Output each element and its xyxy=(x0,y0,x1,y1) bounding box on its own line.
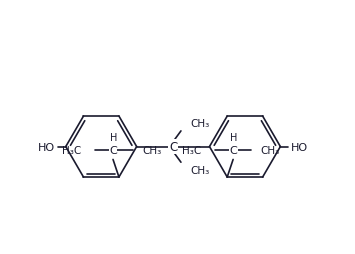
Text: HO: HO xyxy=(38,142,55,152)
Text: C: C xyxy=(229,145,237,155)
Text: H: H xyxy=(110,132,118,142)
Text: C: C xyxy=(109,145,117,155)
Text: CH₃: CH₃ xyxy=(261,145,280,155)
Text: H₃C: H₃C xyxy=(62,145,82,155)
Text: H₃C: H₃C xyxy=(182,145,202,155)
Text: C: C xyxy=(169,140,177,153)
Text: H: H xyxy=(230,132,238,142)
Text: CH₃: CH₃ xyxy=(191,119,210,129)
Text: CH₃: CH₃ xyxy=(143,145,162,155)
Text: HO: HO xyxy=(291,142,308,152)
Text: CH₃: CH₃ xyxy=(191,165,210,175)
